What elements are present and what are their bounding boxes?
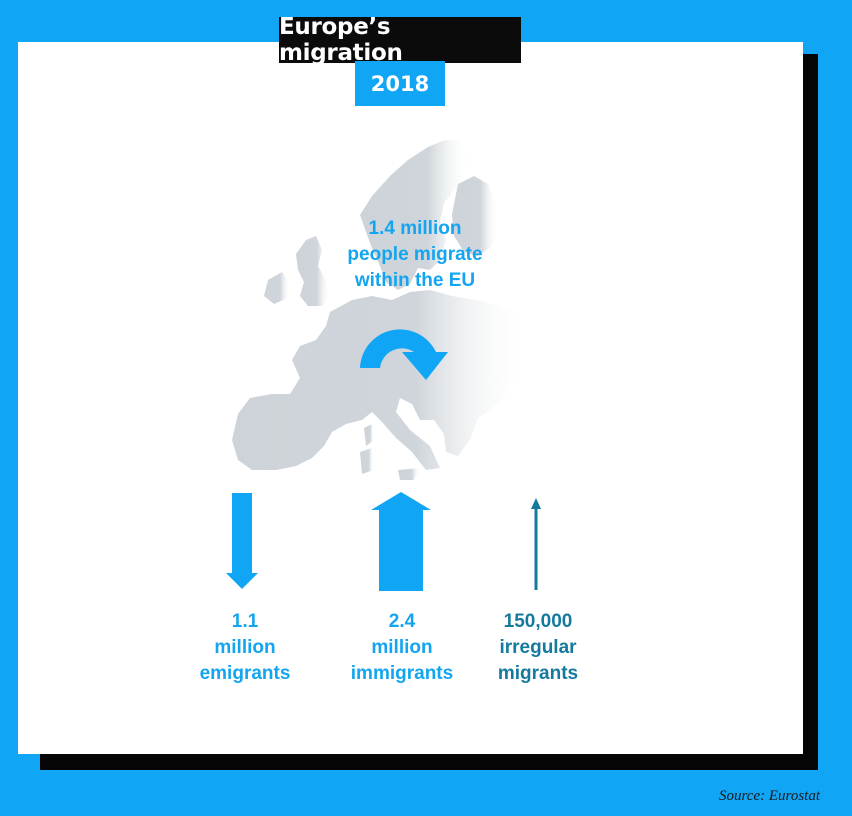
thin-up-arrow-icon — [531, 498, 541, 590]
finland-shape — [452, 176, 498, 256]
curved-arrow-icon — [360, 329, 448, 380]
up-arrow-icon — [371, 492, 431, 591]
immigrants-line-3: immigrants — [350, 663, 454, 684]
year-badge: 2018 — [355, 61, 445, 106]
scandinavia-shape — [360, 140, 470, 290]
uk-shape — [296, 236, 330, 306]
irregular-line-1: 150,000 — [503, 611, 573, 632]
within-eu-line-2: people migrate — [347, 244, 483, 265]
within-eu-line-1: 1.4 million — [368, 218, 462, 239]
emigrants-line-2: million — [214, 637, 276, 658]
year-text: 2018 — [370, 71, 430, 96]
sicily-shape — [398, 468, 420, 480]
irregular-line-3: migrants — [497, 663, 579, 684]
down-arrow-icon — [226, 493, 258, 589]
irregular-label: 150,000 irregular migrants — [478, 609, 598, 687]
irregular-line-2: irregular — [499, 637, 577, 658]
within-eu-label: 1.4 million people migrate within the EU — [300, 216, 530, 294]
ireland-shape — [264, 272, 290, 304]
sardinia-shape — [360, 448, 374, 474]
within-eu-line-3: within the EU — [354, 270, 476, 291]
immigrants-line-2: million — [371, 637, 433, 658]
title-text: Europe’s migration — [279, 14, 403, 66]
source-note: Source: Eurostat — [719, 788, 820, 804]
emigrants-label: 1.1 million emigrants — [180, 609, 310, 687]
emigrants-line-1: 1.1 — [231, 611, 259, 632]
chart-title: Europe’s migration — [279, 14, 521, 66]
europe-map — [232, 140, 530, 480]
emigrants-line-3: emigrants — [199, 663, 291, 684]
immigrants-line-1: 2.4 — [388, 611, 416, 632]
mainland-shape — [232, 290, 530, 470]
corsica-shape — [364, 424, 374, 446]
immigrants-label: 2.4 million immigrants — [337, 609, 467, 687]
